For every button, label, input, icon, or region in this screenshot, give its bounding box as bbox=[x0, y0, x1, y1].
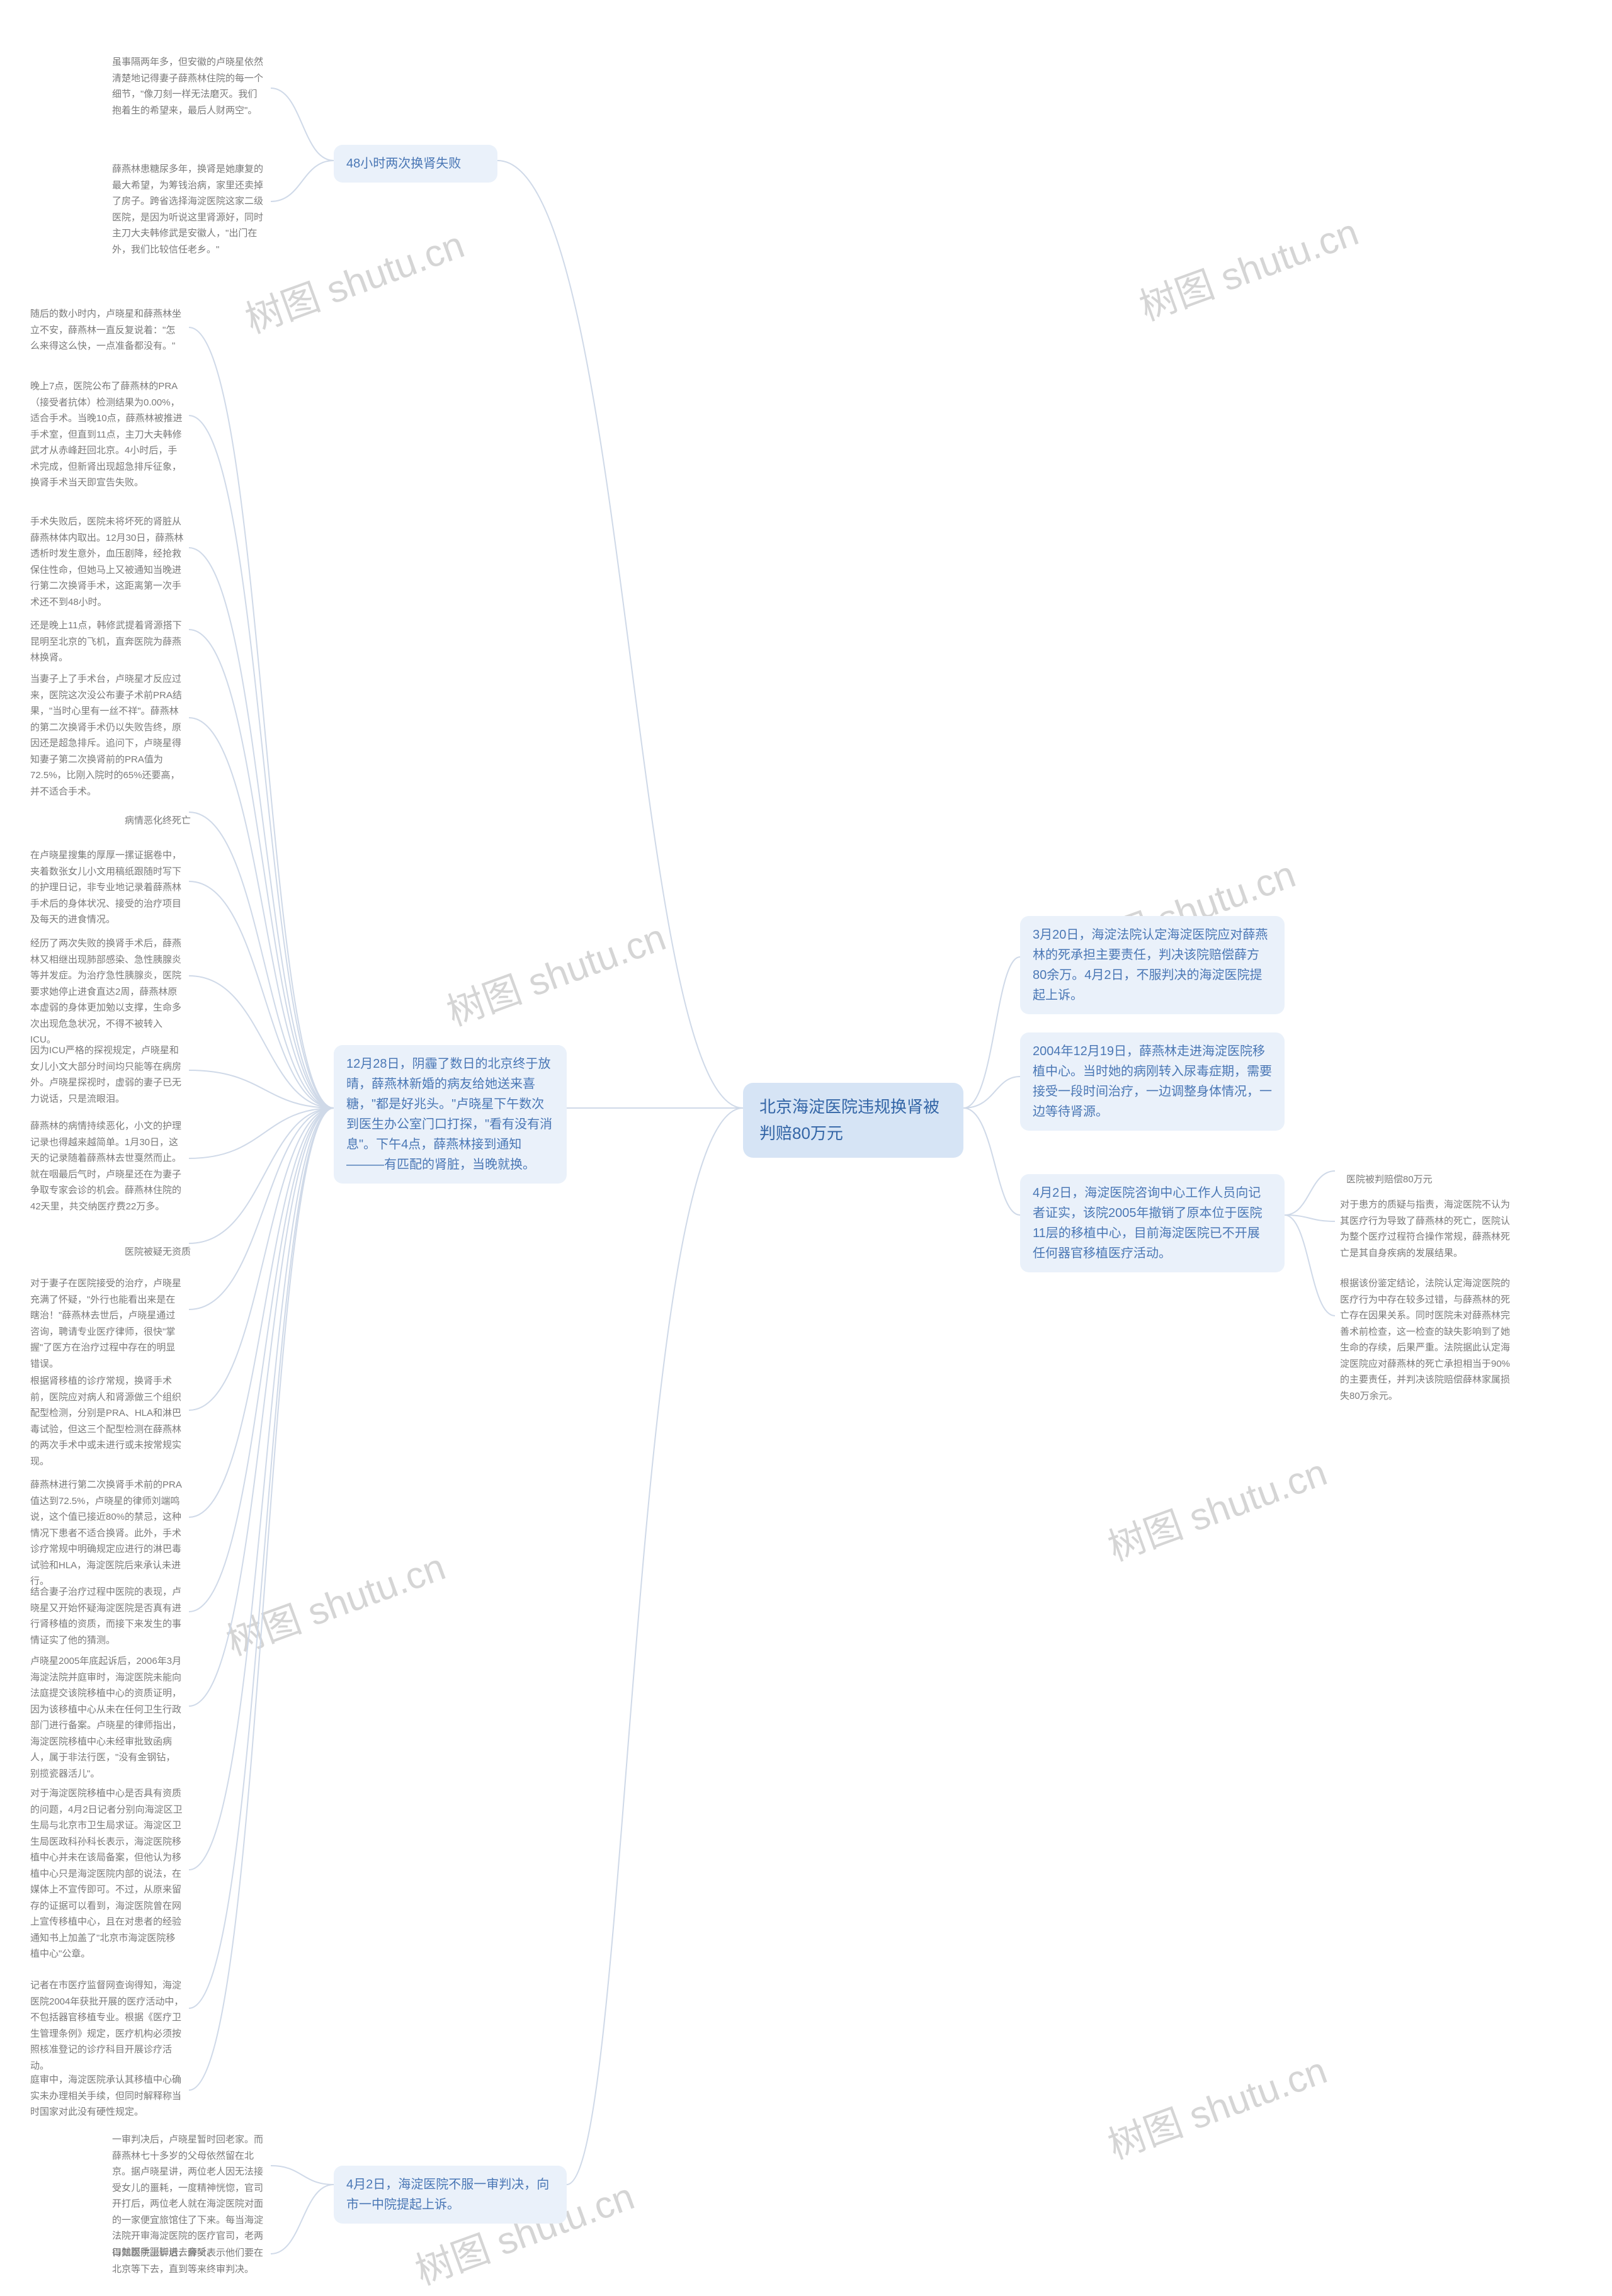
l2s2-1: 在卢晓星搜集的厚厚一摞证据卷中，夹着数张女儿小文用稿纸跟随时写下的护理日记，非专… bbox=[25, 844, 189, 932]
watermark: 树图 shutu.cn bbox=[1099, 1442, 1333, 1571]
l2s3-8: 庭审中，海淀医院承认其移植中心确实未办理相关手续，但同时解释称当时国家对此没有硬… bbox=[25, 2068, 189, 2124]
l2s3-label: 医院被疑无资质 bbox=[113, 1237, 202, 1267]
left1-leaf-2: 薛燕林患糖尿多年，换肾是她康复的最大希望，为筹钱治病，家里还卖掉了房子。跨省选择… bbox=[107, 157, 271, 261]
l2s3-2: 根据肾移植的诊疗常规，换肾手术前，医院应对病人和肾源做三个组织配型检测，分别是P… bbox=[25, 1369, 189, 1473]
l2s1-3: 手术失败后，医院未将坏死的肾脏从薛燕林体内取出。12月30日，薛燕林透析时发生意… bbox=[25, 510, 189, 614]
left1-leaf-1: 虽事隔两年多，但安徽的卢晓星依然清楚地记得妻子薛燕林住院的每一个细节，"像刀刻一… bbox=[107, 50, 271, 122]
right-branch-3-sublabel: 医院被判赔偿80万元 bbox=[1335, 1165, 1444, 1195]
l2s2-3: 因为ICU严格的探视规定，卢晓星和女儿小文大部分时间均只能等在病房外。卢晓星探视… bbox=[25, 1039, 189, 1111]
left-branch-1[interactable]: 48小时两次换肾失败 bbox=[334, 145, 497, 183]
l2s3-5: 卢晓星2005年底起诉后，2006年3月海淀法院并庭审时，海淀医院未能向法庭提交… bbox=[25, 1649, 189, 1785]
l2s3-6: 对于海淀医院移植中心是否具有资质的问题，4月2日记者分别向海淀区卫生局与北京市卫… bbox=[25, 1782, 189, 1966]
left-branch-3[interactable]: 4月2日，海淀医院不服一审判决，向市一中院提起上诉。 bbox=[334, 2166, 567, 2224]
l2s2-2: 经历了两次失败的换肾手术后，薛燕林又相继出现肺部感染、急性胰腺炎等并发症。为治疗… bbox=[25, 932, 189, 1052]
root-node[interactable]: 北京海淀医院违规换肾被判赔80万元 bbox=[743, 1083, 963, 1158]
watermark: 树图 shutu.cn bbox=[438, 907, 672, 1036]
l2s3-4: 结合妻子治疗过程中医院的表现，卢晓星又开始怀疑海淀医院是否真有进行肾移植的资质，… bbox=[25, 1580, 189, 1652]
left-branch-2[interactable]: 12月28日，阴霾了数日的北京终于放晴，薛燕林新婚的病友给她送来喜糖，"都是好兆… bbox=[334, 1045, 567, 1184]
watermark: 树图 shutu.cn bbox=[1099, 2040, 1333, 2169]
right-branch-2[interactable]: 2004年12月19日，薛燕林走进海淀医院移植中心。当时她的病刚转入尿毒症期，需… bbox=[1020, 1032, 1285, 1131]
l2s1-4: 还是晚上11点，韩修武提着肾源搭下昆明至北京的飞机，直奔医院为薛燕林换肾。 bbox=[25, 614, 189, 670]
l2s3-1: 对于妻子在医院接受的治疗，卢晓星充满了怀疑，"外行也能看出来是在瞎治！"薛燕林去… bbox=[25, 1272, 189, 1376]
watermark: 树图 shutu.cn bbox=[237, 214, 470, 344]
right-leaf-1: 对于患方的质疑与指责，海淀医院不认为其医疗行为导致了薛燕林的死亡，医院认为整个医… bbox=[1335, 1193, 1524, 1265]
l2s3-3: 薛燕林进行第二次换肾手术前的PRA值达到72.5%，卢晓星的律师刘端鸣说，这个值… bbox=[25, 1473, 189, 1593]
watermark: 树图 shutu.cn bbox=[1131, 201, 1365, 331]
right-branch-1[interactable]: 3月20日，海淀法院认定海淀医院应对薛燕林的死承担主要责任，判决该院赔偿薛方80… bbox=[1020, 916, 1285, 1014]
l2s3-7: 记者在市医疗监督网查询得知，海淀医院2004年获批开展的医疗活动中，不包括器官移… bbox=[25, 1974, 189, 2078]
watermark: 树图 shutu.cn bbox=[218, 1536, 451, 1666]
l2s1-2: 晚上7点，医院公布了薛燕林的PRA（接受者抗体）检测结果为0.00%，适合手术。… bbox=[25, 375, 189, 495]
right-leaf-2: 根据该份鉴定结论，法院认定海淀医院的医疗行为中存在较多过错，与薛燕林的死亡存在因… bbox=[1335, 1272, 1524, 1408]
l2s1-1: 随后的数小时内，卢晓星和薛燕林坐立不安，薛燕林一直反复说着："怎么来得这么快，一… bbox=[25, 302, 189, 358]
l3-leaf-2: 得知医院上诉后，薛父表示他们要在北京等下去，直到等来终审判决。 bbox=[107, 2241, 271, 2281]
l2s1-5: 当妻子上了手术台，卢晓星才反应过来，医院这次没公布妻子术前PRA结果，"当时心里… bbox=[25, 667, 189, 803]
l2s2-label: 病情恶化终死亡 bbox=[113, 806, 202, 836]
l2s2-4: 薛燕林的病情持续恶化，小文的护理记录也得越来越简单。1月30日，这天的记录随着薛… bbox=[25, 1114, 189, 1218]
right-branch-3[interactable]: 4月2日，海淀医院咨询中心工作人员向记者证实，该院2005年撤销了原本位于医院1… bbox=[1020, 1174, 1285, 1272]
